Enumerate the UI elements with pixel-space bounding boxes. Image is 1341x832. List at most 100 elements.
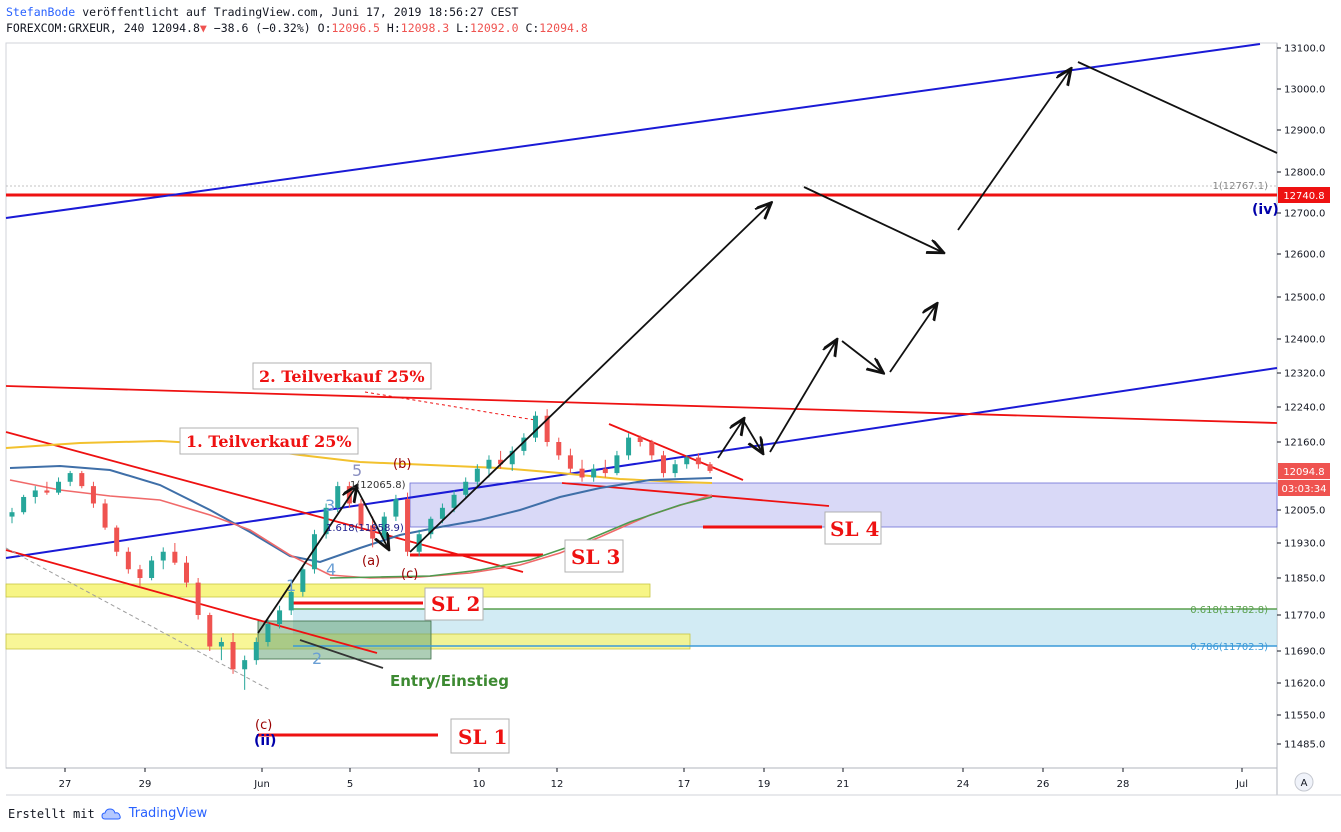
projection-arrow [1077, 61, 1278, 154]
candle-body [381, 516, 387, 539]
price-axis[interactable]: 13100.0 13000.0 12900.0 12800.0 12700.0 12600… [1277, 44, 1325, 751]
high-label: H: [386, 21, 401, 35]
y-tick-label: 12700.0 [1284, 209, 1325, 220]
y-tick-label: 11770.0 [1284, 611, 1325, 622]
x-tick-label: 12 [551, 779, 564, 790]
author-name[interactable]: StefanBode [6, 5, 76, 19]
auto-scale-label: A [1301, 778, 1308, 789]
wave-b-label: (b) [393, 457, 411, 472]
candle-body [533, 415, 538, 438]
candle-body [230, 642, 236, 670]
candle-body [207, 615, 213, 647]
open-label: O: [317, 21, 332, 35]
red-resistance-line [5, 385, 1278, 424]
x-tick-label: 26 [1037, 779, 1050, 790]
candle-body [56, 481, 62, 493]
open-value: 12096.5 [331, 21, 380, 35]
projection-arrow [742, 419, 762, 452]
candle-body [591, 468, 597, 478]
ma-green-line [329, 496, 713, 579]
candle-body [172, 551, 178, 563]
wave-ii-label: (ii) [254, 733, 276, 749]
price-chart[interactable]: 1. Teilverkauf 25% 2. Teilverkauf 25% SL… [0, 0, 1341, 800]
candle-body [672, 464, 678, 474]
x-tick-label: 19 [758, 779, 771, 790]
candle-body [160, 551, 166, 561]
candle-body [544, 415, 550, 442]
candle-body [242, 660, 248, 670]
sl2-label: SL 2 [431, 592, 480, 616]
y-tick-label: 11485.0 [1284, 740, 1325, 751]
y-tick-label: 12005.0 [1284, 506, 1325, 517]
candle-body [358, 503, 364, 526]
plot-area[interactable] [5, 42, 1278, 769]
candle-body [67, 473, 73, 482]
candle-body [486, 459, 492, 469]
upper-channel-blue [5, 43, 1261, 219]
wave-3-label: 3 [325, 496, 335, 515]
candle-body [370, 525, 376, 539]
candle-body [195, 582, 201, 615]
x-tick-label: Jul [1235, 779, 1248, 790]
projection-arrow [769, 341, 836, 453]
high-value: 12098.3 [400, 21, 450, 35]
candle-body [44, 490, 50, 493]
candle-body [125, 551, 131, 570]
candle-body [405, 499, 411, 552]
y-tick-label: 11850.0 [1284, 574, 1325, 585]
candle-body [602, 468, 608, 474]
y-tick-label: 12160.0 [1284, 438, 1325, 449]
candle-body [614, 455, 620, 474]
candle-body [277, 610, 283, 624]
projection-arrow [717, 420, 743, 459]
x-tick-label: 21 [837, 779, 850, 790]
red-downtrend-lower [5, 549, 378, 654]
candle-body [684, 457, 690, 465]
x-tick-label: 17 [678, 779, 691, 790]
candle-body [79, 473, 85, 487]
wave-2-label: 2 [312, 649, 322, 668]
y-tick-label: 12800.0 [1284, 168, 1325, 179]
candle-body [253, 642, 259, 661]
x-tick-label: 27 [59, 779, 72, 790]
sl3-label: SL 3 [571, 545, 620, 569]
low-label: L: [456, 21, 471, 35]
candle-body [463, 481, 469, 495]
y-tick-label: 11550.0 [1284, 711, 1325, 722]
sl1-label: SL 1 [458, 725, 507, 749]
tradingview-brand[interactable]: TradingView [128, 806, 208, 821]
candle-body [137, 569, 143, 578]
candle-body [218, 642, 224, 647]
y-tick-label: 11930.0 [1284, 539, 1325, 550]
candle-body [509, 450, 515, 465]
candle-body [288, 591, 294, 611]
candle-body [637, 437, 643, 442]
entry-label: Entry/Einstieg [390, 672, 509, 690]
candle-body [323, 507, 329, 535]
close-value: 12094.8 [539, 21, 588, 35]
fib-label-11782: 0.618(11782.8) [1190, 605, 1268, 616]
time-axis[interactable]: 27 29 Jun 5 10 12 17 19 21 24 26 28 Jul [59, 768, 1248, 790]
x-tick-label: 5 [347, 779, 353, 790]
tradingview-cloud-icon [101, 807, 121, 819]
auto-scale-button[interactable] [1294, 772, 1314, 792]
projection-arrow [355, 486, 388, 548]
teilverkauf1-label: 1. Teilverkauf 25% [186, 432, 352, 451]
lower-channel-blue [5, 367, 1278, 559]
x-tick-label: Jun [253, 779, 270, 790]
y-tick-label: 12500.0 [1284, 293, 1325, 304]
made-with-label: Erstellt mit [8, 806, 95, 821]
red-triangle-upper [608, 423, 744, 481]
sl4-box [824, 511, 882, 545]
x-tick-label: 29 [139, 779, 152, 790]
candle-body [32, 490, 38, 497]
publish-info: veröffentlicht auf TradingView.com, Juni… [82, 5, 519, 19]
fib-label-12767: 1(12767.1) [1212, 181, 1268, 192]
sl4-label: SL 4 [830, 517, 879, 541]
badge-countdown-text: 03:03:34 [1282, 484, 1327, 495]
symbol-label[interactable]: FOREXCOM:GRXEUR, 240 [6, 21, 145, 35]
candle-body [311, 534, 317, 570]
wave-c-label: (c) [401, 567, 418, 582]
sl3-box [564, 539, 624, 573]
fib-label-11958: 1.618(11958.9) [326, 523, 404, 534]
